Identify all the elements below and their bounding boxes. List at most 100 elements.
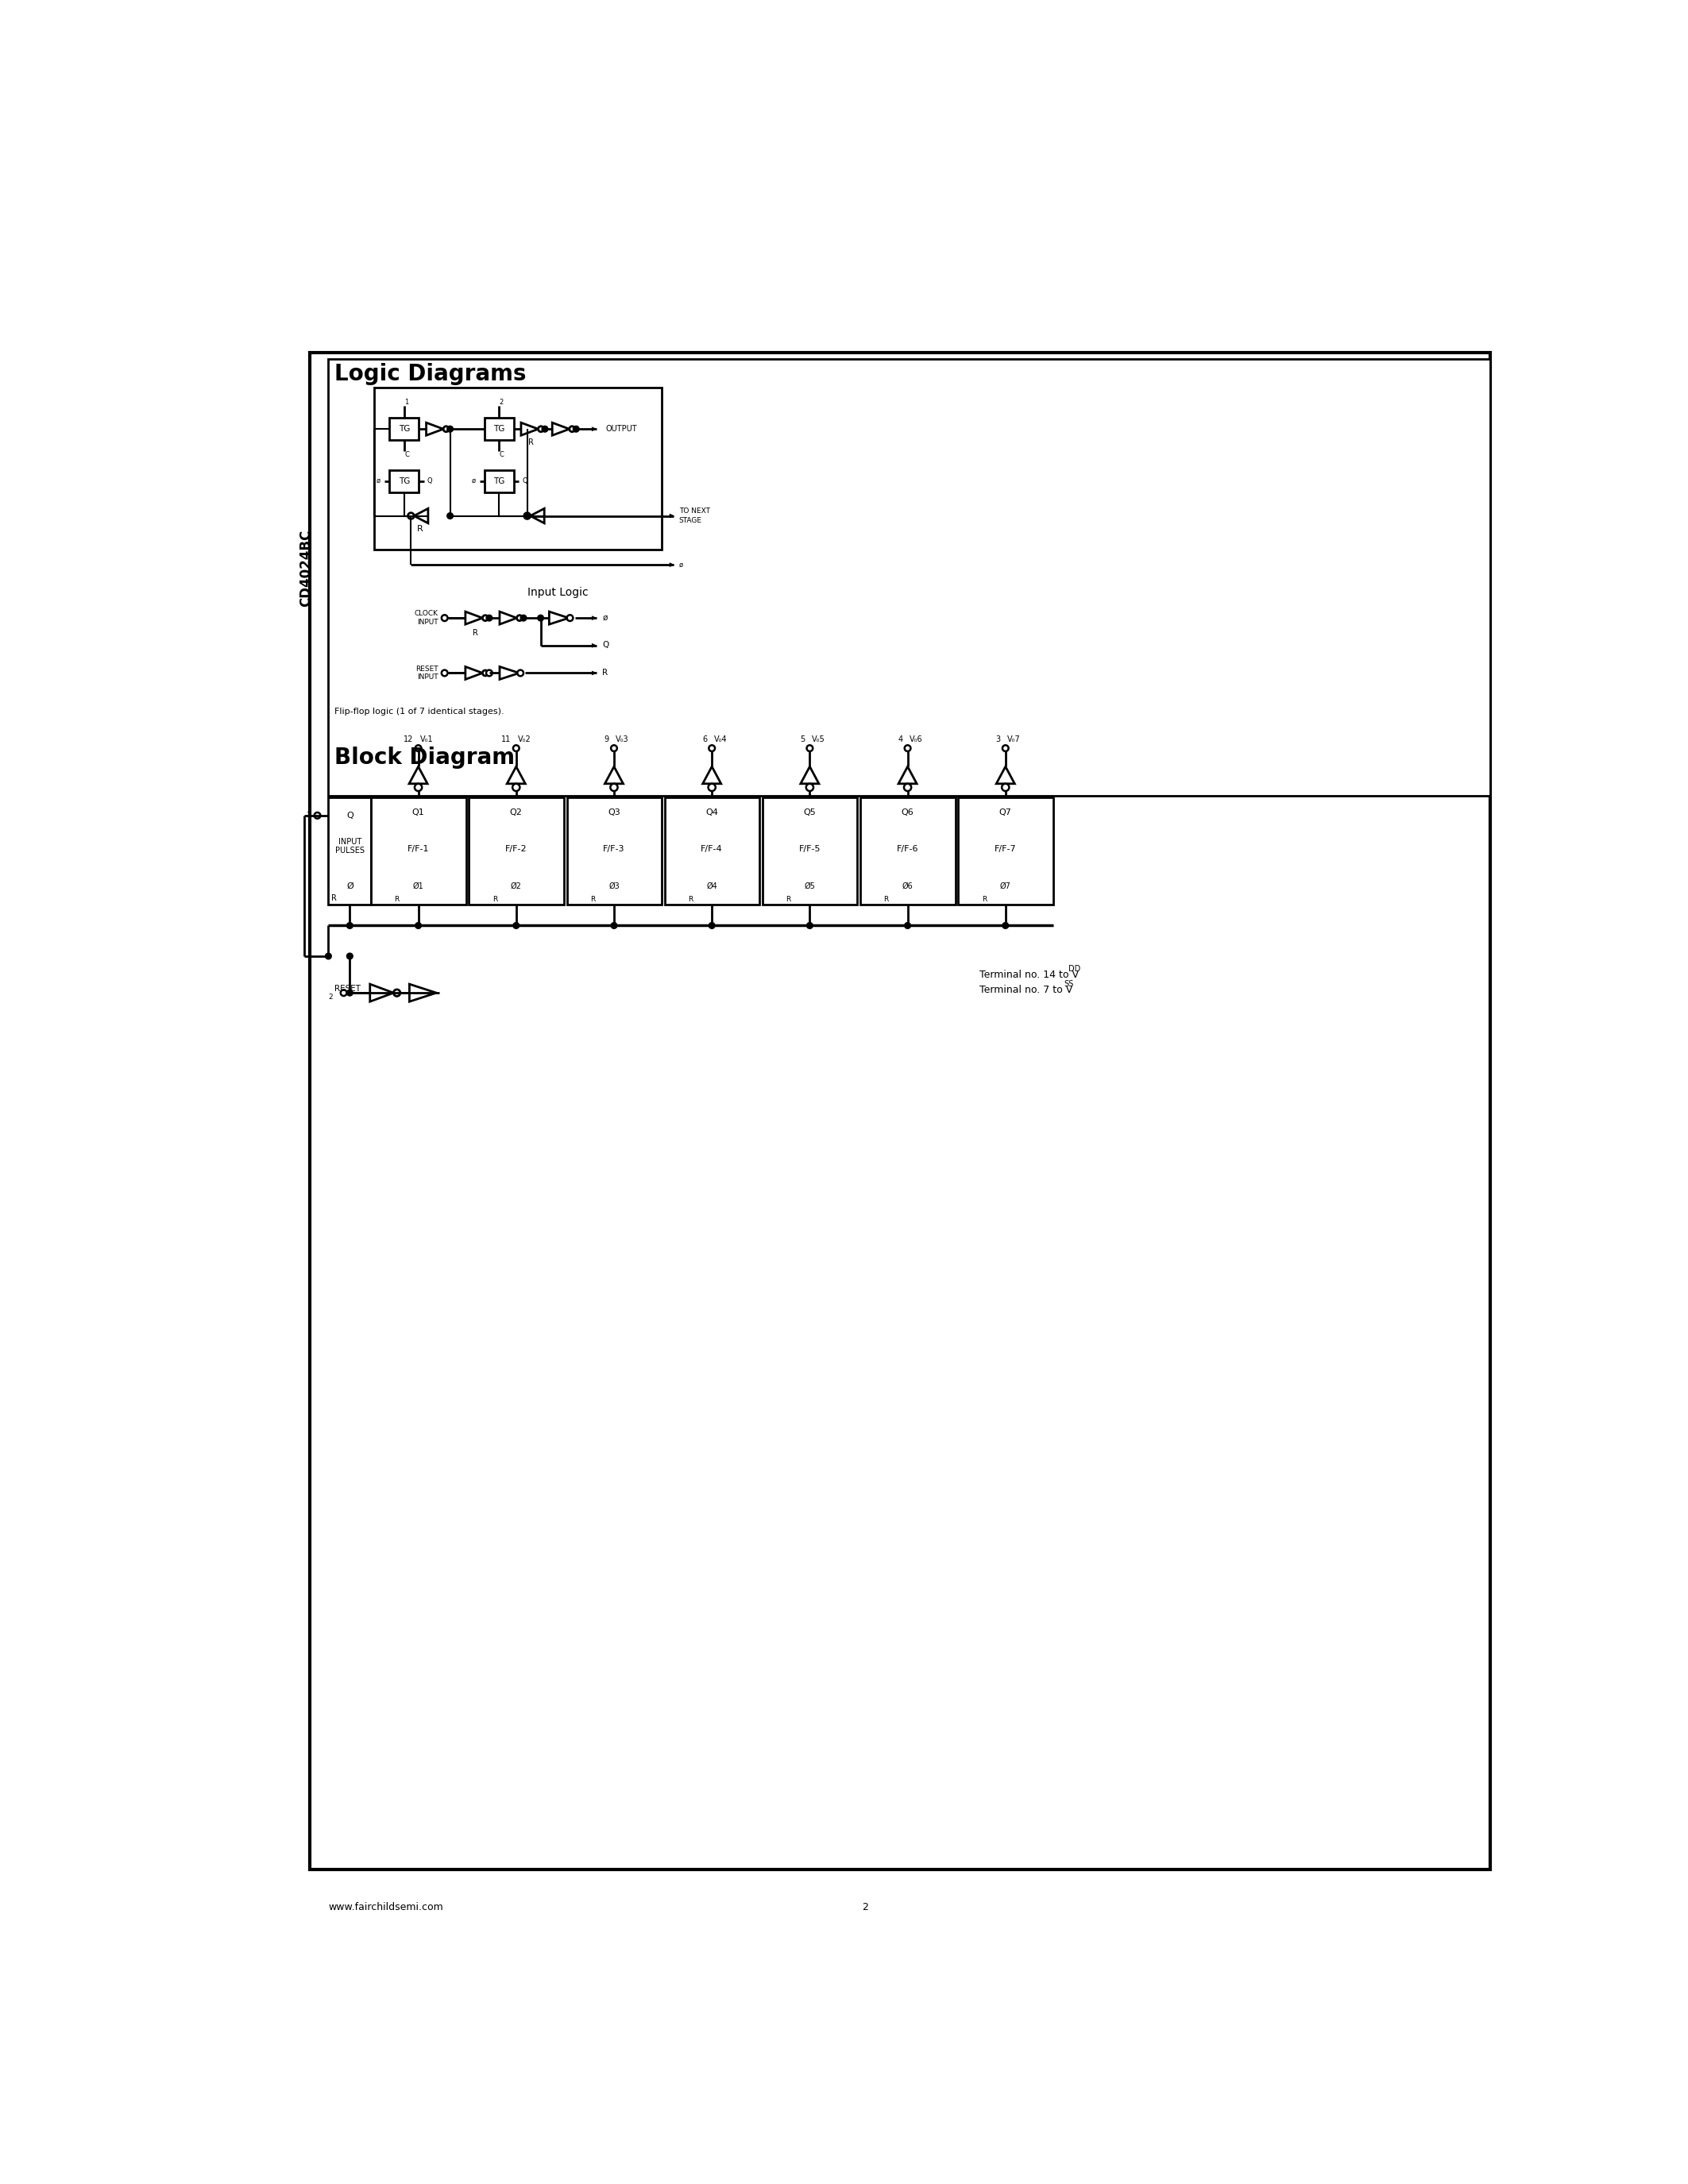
Polygon shape xyxy=(898,767,917,784)
Text: INPUT: INPUT xyxy=(417,673,439,681)
Polygon shape xyxy=(592,670,596,675)
Text: TO NEXT: TO NEXT xyxy=(679,507,711,515)
Text: Ø2: Ø2 xyxy=(511,882,522,889)
Text: ø: ø xyxy=(376,478,380,485)
Text: R: R xyxy=(528,439,533,446)
Text: DD: DD xyxy=(1069,965,1080,972)
Text: Ø5: Ø5 xyxy=(803,882,815,889)
Text: R: R xyxy=(493,895,498,902)
Circle shape xyxy=(537,616,544,620)
Circle shape xyxy=(415,745,422,751)
Circle shape xyxy=(517,616,522,620)
Text: R: R xyxy=(591,895,596,902)
Bar xyxy=(390,470,419,491)
Text: R: R xyxy=(603,668,608,677)
Circle shape xyxy=(513,784,520,791)
Text: Terminal no. 7 to V: Terminal no. 7 to V xyxy=(979,985,1074,996)
Polygon shape xyxy=(410,985,436,1002)
Circle shape xyxy=(346,989,353,996)
Circle shape xyxy=(905,922,910,928)
Circle shape xyxy=(447,513,452,520)
Text: www.fairchildsemi.com: www.fairchildsemi.com xyxy=(329,1902,444,1913)
Circle shape xyxy=(538,426,544,432)
Polygon shape xyxy=(604,767,623,784)
Text: TG: TG xyxy=(398,426,410,432)
Text: INPUT
PULSES: INPUT PULSES xyxy=(336,836,365,854)
Text: Q1: Q1 xyxy=(412,808,425,817)
Text: INPUT: INPUT xyxy=(417,618,439,627)
Text: Ø4: Ø4 xyxy=(706,882,717,889)
Circle shape xyxy=(513,922,520,928)
Circle shape xyxy=(807,922,814,928)
Polygon shape xyxy=(414,509,429,524)
Circle shape xyxy=(905,784,912,791)
Text: ø: ø xyxy=(603,614,608,620)
Circle shape xyxy=(518,670,523,677)
Circle shape xyxy=(486,670,493,677)
Circle shape xyxy=(341,989,346,996)
Bar xyxy=(371,797,466,904)
Text: Ø1: Ø1 xyxy=(414,882,424,889)
Text: Q: Q xyxy=(522,478,527,485)
Text: R: R xyxy=(417,526,424,533)
Text: Ø7: Ø7 xyxy=(999,882,1011,889)
Text: F/F-2: F/F-2 xyxy=(505,845,527,854)
Polygon shape xyxy=(408,767,427,784)
Text: Terminal no. 14 to V: Terminal no. 14 to V xyxy=(979,970,1079,981)
Bar xyxy=(763,797,858,904)
Text: Ø3: Ø3 xyxy=(609,882,619,889)
Text: F/F-3: F/F-3 xyxy=(603,845,625,854)
Bar xyxy=(484,470,513,491)
Text: OUTPUT: OUTPUT xyxy=(606,426,636,432)
Circle shape xyxy=(569,426,576,432)
Text: SS: SS xyxy=(1063,981,1074,987)
Circle shape xyxy=(1003,745,1008,751)
Text: 12: 12 xyxy=(403,736,414,743)
Text: Q: Q xyxy=(346,812,353,819)
Polygon shape xyxy=(500,666,520,679)
Text: C: C xyxy=(405,452,408,459)
Text: Q3: Q3 xyxy=(608,808,619,817)
Text: V₀7: V₀7 xyxy=(1008,736,1021,743)
Text: R: R xyxy=(689,895,694,902)
Circle shape xyxy=(393,989,400,996)
Polygon shape xyxy=(506,767,525,784)
Text: Ø6: Ø6 xyxy=(901,882,913,889)
Circle shape xyxy=(442,670,447,677)
Circle shape xyxy=(807,745,814,751)
Polygon shape xyxy=(800,767,819,784)
Text: Q7: Q7 xyxy=(999,808,1011,817)
Text: Q5: Q5 xyxy=(803,808,815,817)
Text: 3: 3 xyxy=(996,736,1001,743)
Circle shape xyxy=(611,745,618,751)
Text: V₀1: V₀1 xyxy=(420,736,434,743)
Circle shape xyxy=(513,745,520,751)
Text: Q: Q xyxy=(603,640,609,649)
Text: Q2: Q2 xyxy=(510,808,523,817)
Text: TG: TG xyxy=(493,476,505,485)
Text: 2: 2 xyxy=(500,397,503,406)
Polygon shape xyxy=(370,985,393,1002)
Polygon shape xyxy=(592,616,596,620)
Text: Block Diagram: Block Diagram xyxy=(334,747,515,769)
Text: 2: 2 xyxy=(329,994,333,1000)
Text: Q6: Q6 xyxy=(901,808,913,817)
Text: RESET: RESET xyxy=(415,666,439,673)
Polygon shape xyxy=(592,428,596,430)
Polygon shape xyxy=(670,513,674,518)
Bar xyxy=(567,797,662,904)
Text: 11: 11 xyxy=(501,736,511,743)
Polygon shape xyxy=(466,612,483,625)
Text: 5: 5 xyxy=(800,736,805,743)
Circle shape xyxy=(567,616,572,620)
Text: V₀2: V₀2 xyxy=(518,736,532,743)
Polygon shape xyxy=(670,563,674,566)
Bar xyxy=(390,417,419,439)
Circle shape xyxy=(709,922,716,928)
Circle shape xyxy=(542,426,549,432)
Circle shape xyxy=(520,616,527,620)
Circle shape xyxy=(483,616,488,620)
Text: Q: Q xyxy=(427,478,432,485)
Text: CLOCK: CLOCK xyxy=(415,609,439,618)
Text: Q4: Q4 xyxy=(706,808,717,817)
